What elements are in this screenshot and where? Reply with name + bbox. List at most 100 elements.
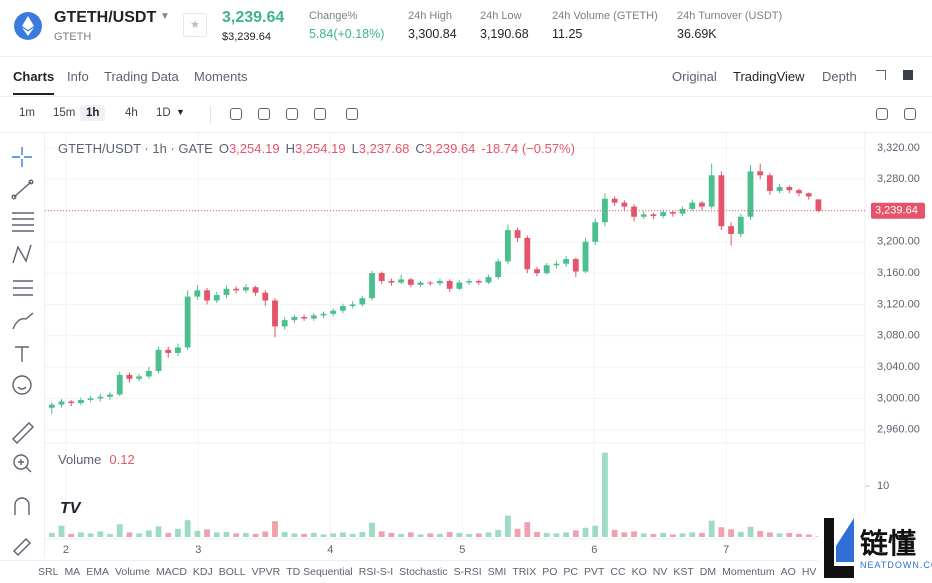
indicator[interactable]: KO — [631, 566, 647, 578]
emoji-tool[interactable] — [12, 375, 32, 395]
volume-bar — [252, 533, 259, 537]
candle-body — [145, 370, 152, 377]
y-tick-label: 3,160.00 — [877, 267, 920, 279]
favorite[interactable]: ★ — [183, 13, 207, 37]
interval[interactable]: 1h — [80, 105, 106, 121]
ruler-tool[interactable] — [12, 422, 34, 444]
view-tab[interactable]: Original — [672, 69, 717, 84]
channel-tool[interactable] — [13, 280, 33, 296]
indicator[interactable]: NV — [652, 566, 668, 578]
tab[interactable]: Trading Data — [104, 69, 179, 84]
indicator[interactable]: DM — [699, 566, 717, 578]
indicator[interactable]: HV — [801, 566, 817, 578]
x-tick-label: 4 — [327, 544, 333, 556]
view-tab[interactable]: Depth — [822, 69, 857, 84]
interval[interactable]: 15m — [53, 107, 76, 119]
tool-button[interactable] — [286, 108, 298, 120]
indicator[interactable]: AO — [780, 566, 796, 578]
tool-button[interactable] — [258, 108, 270, 120]
volume-bar — [320, 534, 327, 537]
indicator[interactable]: MA — [64, 566, 81, 578]
volume-bar — [611, 529, 618, 537]
candle-body — [572, 259, 579, 272]
candle-body — [291, 316, 298, 321]
candle-body — [437, 280, 443, 284]
candle-body — [718, 175, 725, 227]
candle-body — [640, 214, 647, 217]
tool-icons — [11, 147, 34, 556]
candle-body — [582, 241, 589, 272]
indicator[interactable]: TD Sequential — [286, 566, 353, 578]
price-usd: $3,239.64 — [222, 31, 271, 43]
volume-bar — [233, 533, 240, 537]
indicator[interactable]: PC — [563, 566, 578, 578]
candle-body — [330, 310, 337, 314]
interval[interactable]: 4h — [125, 107, 138, 119]
fib-tool[interactable] — [12, 212, 34, 232]
view-tab[interactable]: TradingView — [733, 69, 805, 84]
crosshair[interactable] — [12, 147, 32, 167]
text-tool[interactable] — [15, 346, 29, 362]
candle-body — [689, 202, 696, 209]
tool-button[interactable] — [904, 108, 916, 120]
indicator[interactable]: S-RSI — [453, 566, 482, 578]
indicator[interactable]: Momentum — [722, 566, 775, 578]
brush-tool[interactable] — [12, 312, 34, 330]
tool-button[interactable] — [876, 108, 888, 120]
volume-bar — [466, 533, 472, 537]
indicator[interactable]: RSI-S-I — [358, 566, 394, 578]
indicator[interactable]: SRL — [38, 566, 59, 578]
indicator[interactable]: CC — [610, 566, 626, 578]
interval[interactable]: 1D — [156, 107, 171, 119]
indicator[interactable]: Volume — [114, 566, 150, 578]
indicator[interactable]: KDJ — [192, 566, 213, 578]
y-tick-label: 3,200.00 — [877, 236, 920, 248]
volume-bar — [592, 525, 599, 537]
indicator[interactable]: PO — [542, 566, 558, 578]
indicator[interactable]: EMA — [86, 566, 109, 578]
tool-button[interactable] — [346, 108, 358, 120]
tab[interactable]: Charts — [13, 69, 55, 95]
last-price-label: 3,239.64 — [875, 205, 918, 217]
tool-button[interactable] — [314, 108, 326, 120]
volume-bar — [223, 531, 230, 537]
candle-body — [543, 265, 550, 274]
pattern-tool[interactable] — [12, 244, 32, 264]
interval[interactable]: 1m — [19, 107, 35, 119]
fullscreen[interactable] — [876, 70, 886, 80]
indicator[interactable]: PVT — [584, 566, 605, 578]
tv-logo: TV — [60, 500, 81, 517]
candle-body — [534, 269, 540, 274]
pair[interactable]: GTETH/USDT — [54, 9, 157, 26]
candle-body — [514, 230, 521, 238]
tab[interactable]: Moments — [194, 69, 248, 84]
zoom-tool[interactable] — [13, 454, 32, 473]
line-tool[interactable] — [11, 179, 34, 200]
stat-label: 24h High — [408, 10, 453, 22]
volume-bar — [107, 533, 113, 537]
interval-dropdown[interactable]: ▼ — [176, 107, 185, 117]
candle-body — [766, 175, 773, 191]
candle-body — [776, 187, 783, 191]
indicator[interactable]: BOLL — [218, 566, 246, 578]
volume-bar — [747, 526, 754, 537]
candle-body — [126, 374, 133, 379]
candle-body — [77, 399, 84, 404]
volume-bar — [437, 533, 443, 537]
indicator[interactable]: TRIX — [512, 566, 537, 578]
candle-body — [485, 277, 492, 283]
indicator[interactable]: VPVR — [251, 566, 281, 578]
y-tick-label: 3,120.00 — [877, 298, 920, 310]
layout[interactable] — [903, 70, 913, 80]
candle-body — [631, 206, 637, 217]
indicator[interactable]: KST — [673, 566, 694, 578]
indicator[interactable]: SMI — [487, 566, 507, 578]
tab[interactable]: Info — [67, 69, 89, 84]
edit-lock[interactable] — [13, 538, 31, 556]
magnet-tool[interactable] — [14, 497, 30, 515]
tool-button[interactable] — [230, 108, 242, 120]
dropdown-arrow[interactable]: ▼ — [160, 11, 170, 22]
indicator[interactable]: MACD — [155, 566, 187, 578]
indicator[interactable]: Stochastic — [399, 566, 448, 578]
stat-value: 3,300.84 — [408, 27, 457, 41]
